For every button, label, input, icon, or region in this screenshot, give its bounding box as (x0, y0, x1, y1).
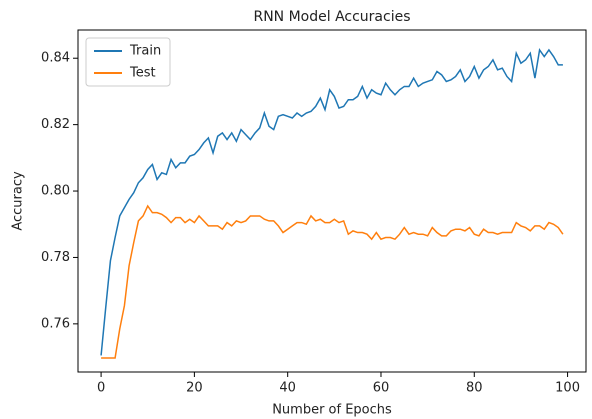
x-tick-label: 60 (373, 381, 390, 396)
legend-label: Train (129, 44, 161, 59)
legend-label: Test (129, 66, 156, 81)
x-tick-label: 40 (279, 381, 296, 396)
y-tick-label: 0.82 (41, 117, 70, 132)
y-tick-label: 0.76 (41, 316, 70, 331)
chart-title: RNN Model Accuracies (253, 9, 410, 25)
x-axis-label: Number of Epochs (272, 403, 392, 418)
y-tick-label: 0.84 (41, 51, 70, 66)
y-tick-label: 0.80 (41, 184, 70, 199)
series-line (101, 204, 564, 359)
x-tick-label: 0 (97, 381, 105, 396)
x-tick-label: 20 (186, 381, 203, 396)
series-line (100, 47, 563, 356)
x-tick-label: 100 (555, 381, 580, 396)
x-tick-label: 80 (466, 381, 483, 396)
y-tick-label: 0.78 (41, 250, 70, 265)
plot-frame (77, 29, 587, 373)
y-axis-label: Accuracy (11, 171, 26, 231)
